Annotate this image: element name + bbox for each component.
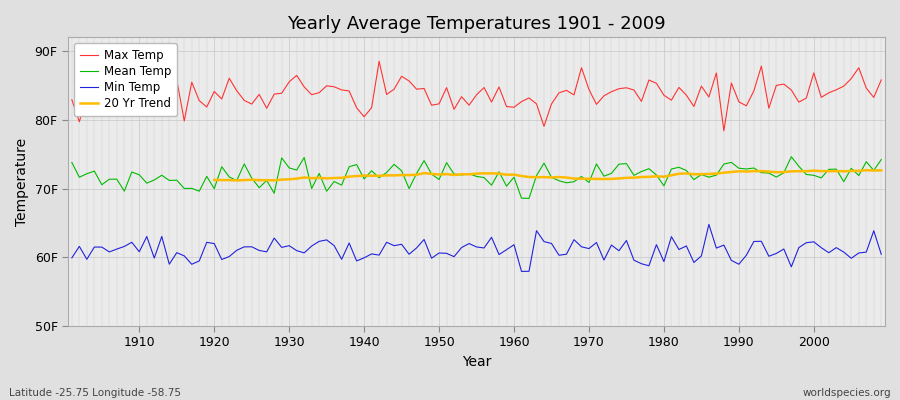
Line: Min Temp: Min Temp <box>72 224 881 272</box>
Mean Temp <box>67 160 77 165</box>
Mean Temp <box>524 196 535 201</box>
Min Temp <box>337 257 347 262</box>
Min Temp <box>292 248 302 253</box>
Mean Temp <box>126 170 137 174</box>
Max Temp <box>292 73 302 78</box>
Mean Temp <box>501 184 512 188</box>
20 Yr Trend <box>418 171 429 176</box>
Max Temp <box>606 89 616 94</box>
Text: Latitude -25.75 Longitude -58.75: Latitude -25.75 Longitude -58.75 <box>9 388 181 398</box>
20 Yr Trend <box>306 176 317 180</box>
20 Yr Trend <box>209 178 220 182</box>
Min Temp <box>126 240 137 245</box>
20 Yr Trend <box>861 168 872 172</box>
Min Temp <box>67 256 77 260</box>
20 Yr Trend <box>681 171 692 176</box>
Max Temp <box>337 88 347 92</box>
Min Temp <box>704 222 715 227</box>
Line: Max Temp: Max Temp <box>72 61 881 131</box>
Max Temp <box>374 59 384 64</box>
20 Yr Trend <box>853 168 864 173</box>
Y-axis label: Temperature: Temperature <box>15 138 29 226</box>
Min Temp <box>876 252 886 257</box>
Min Temp <box>501 247 512 252</box>
Mean Temp <box>606 171 616 176</box>
Mean Temp <box>508 175 519 180</box>
Line: 20 Yr Trend: 20 Yr Trend <box>214 170 881 180</box>
Mean Temp <box>292 168 302 172</box>
Max Temp <box>718 128 729 133</box>
Mean Temp <box>337 183 347 188</box>
20 Yr Trend <box>231 178 242 183</box>
Title: Yearly Average Temperatures 1901 - 2009: Yearly Average Temperatures 1901 - 2009 <box>287 15 666 33</box>
Max Temp <box>67 97 77 102</box>
Max Temp <box>516 99 526 104</box>
Max Temp <box>876 78 886 82</box>
20 Yr Trend <box>786 169 796 174</box>
Max Temp <box>126 92 137 97</box>
20 Yr Trend <box>876 168 886 173</box>
Min Temp <box>508 242 519 247</box>
Mean Temp <box>786 154 796 159</box>
20 Yr Trend <box>771 170 782 175</box>
X-axis label: Year: Year <box>462 355 491 369</box>
Max Temp <box>508 105 519 110</box>
Text: worldspecies.org: worldspecies.org <box>803 388 891 398</box>
Legend: Max Temp, Mean Temp, Min Temp, 20 Yr Trend: Max Temp, Mean Temp, Min Temp, 20 Yr Tre… <box>74 43 176 116</box>
Line: Mean Temp: Mean Temp <box>72 157 881 198</box>
Min Temp <box>606 243 616 248</box>
Mean Temp <box>876 157 886 162</box>
Min Temp <box>516 269 526 274</box>
